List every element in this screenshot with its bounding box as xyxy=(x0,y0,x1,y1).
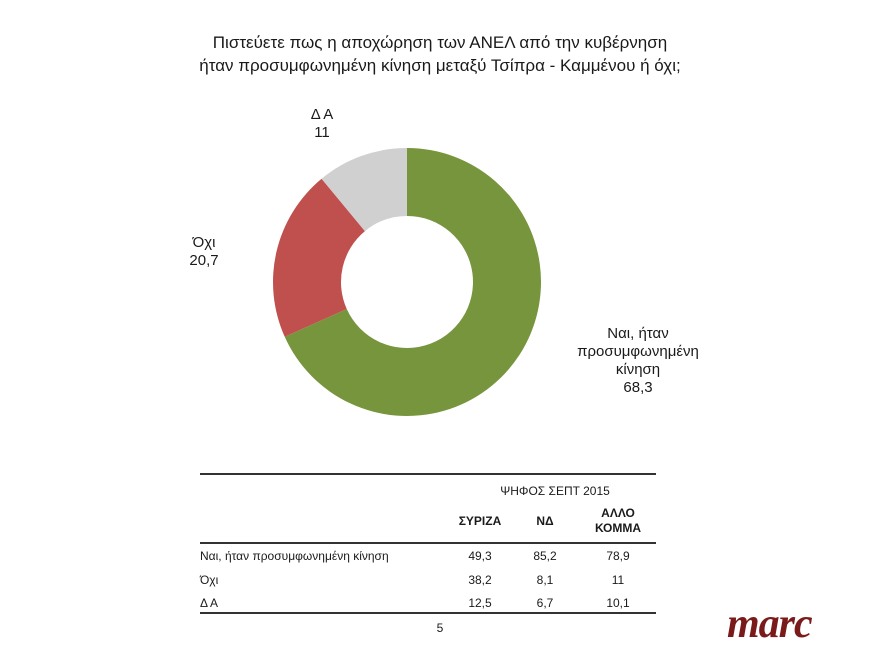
slice-dk xyxy=(321,148,407,232)
label-yes: Ναι, ήταν προσυμφωνημένη κίνηση 68,3 xyxy=(577,325,699,396)
slice-no xyxy=(273,178,365,337)
label-dk: Δ Α 11 xyxy=(310,106,334,141)
slice-yes xyxy=(284,148,541,416)
marc-logo: marc xyxy=(727,601,813,647)
page-number: 5 xyxy=(436,621,444,635)
col-header-nd: ΝΔ xyxy=(536,514,554,528)
donut-slices xyxy=(273,148,541,416)
table-group-header: ΨΗΦΟΣ ΣΕΠΤ 2015 xyxy=(500,484,610,498)
table-header-rule xyxy=(200,542,656,544)
col-header-syriza: ΣΥΡΙΖΑ xyxy=(458,514,502,528)
chart-title: Πιστεύετε πως η αποχώρηση των ΑΝΕΛ από τ… xyxy=(0,31,880,77)
table-bottom-rule xyxy=(200,612,656,614)
title-line-1: Πιστεύετε πως η αποχώρηση των ΑΝΕΛ από τ… xyxy=(212,33,668,52)
title-line-2: ήταν προσυμφωνημένη κίνηση μεταξύ Τσίπρα… xyxy=(199,56,681,75)
label-no: Όχι 20,7 xyxy=(189,234,219,269)
table-top-rule xyxy=(200,473,656,475)
col-header-other: ΑΛΛΟ ΚΟΜΜΑ xyxy=(594,506,642,535)
